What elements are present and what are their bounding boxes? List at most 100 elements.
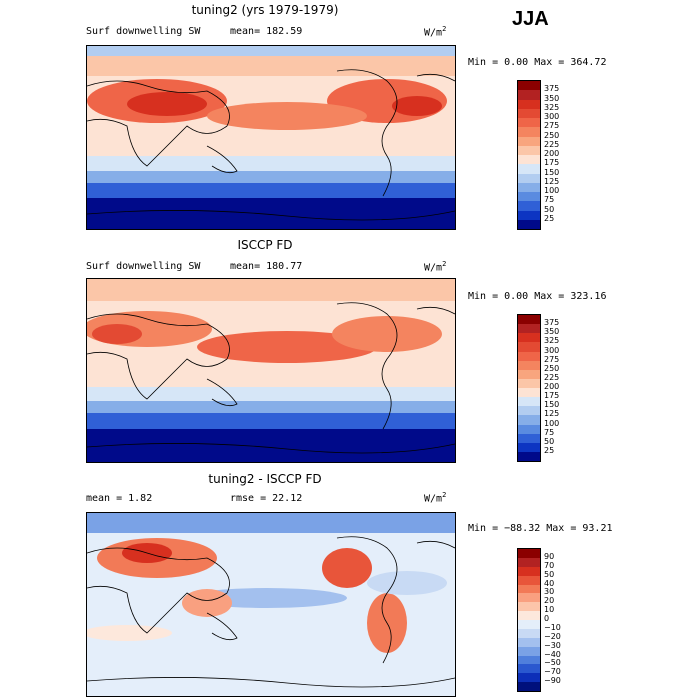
panel2-variable-label: Surf downwelling SW bbox=[86, 261, 201, 272]
panel3-minmax: Min = −88.32 Max = 93.21 bbox=[468, 523, 613, 534]
panel2-title: ISCCP FD bbox=[237, 238, 293, 252]
colorbar-swatch bbox=[518, 360, 540, 370]
colorbar-swatch bbox=[518, 415, 540, 425]
colorbar-swatch bbox=[518, 637, 540, 647]
colorbar-tick-label: 100 bbox=[544, 418, 560, 428]
colorbar-swatch bbox=[518, 557, 540, 567]
colorbar-tick-label: 0 bbox=[544, 614, 550, 623]
colorbar-tick-label: 50 bbox=[544, 436, 555, 446]
colorbar-swatch bbox=[518, 406, 540, 416]
colorbar-tick-label: 10 bbox=[544, 605, 555, 615]
colorbar-tick-label: 150 bbox=[544, 400, 560, 410]
colorbar-tick-label: 125 bbox=[544, 176, 560, 186]
colorbar-tick-label: 30 bbox=[544, 587, 555, 597]
colorbar-swatch bbox=[518, 673, 540, 683]
season-label: JJA bbox=[512, 8, 549, 30]
colorbar-swatch bbox=[518, 164, 540, 174]
colorbar-tick-label: 25 bbox=[544, 445, 555, 455]
colorbar-swatch bbox=[518, 90, 540, 100]
panel2-minmax: Min = 0.00 Max = 323.16 bbox=[468, 291, 607, 302]
colorbar-swatch bbox=[518, 99, 540, 109]
panel3-units: W/m2 bbox=[424, 491, 447, 505]
colorbar-tick-label: −40 bbox=[544, 649, 561, 659]
colorbar-swatch bbox=[518, 201, 540, 211]
colorbar-tick-label: 325 bbox=[544, 102, 560, 112]
colorbar-tick-label: 175 bbox=[544, 391, 560, 401]
colorbar-tick-label: 150 bbox=[544, 167, 560, 177]
colorbar-swatch bbox=[518, 324, 540, 334]
colorbar-swatch bbox=[518, 620, 540, 629]
colorbar-swatch bbox=[518, 664, 540, 674]
colorbar-swatch bbox=[518, 433, 540, 443]
panel3-rmse-label: rmse = 22.12 bbox=[230, 493, 303, 504]
colorbar-swatch bbox=[518, 108, 540, 118]
colorbar-swatch bbox=[518, 611, 540, 620]
colorbar-tick-label: 75 bbox=[544, 195, 555, 205]
colorbar-tick-label: 250 bbox=[544, 363, 560, 373]
colorbar-tick-label: 350 bbox=[544, 93, 560, 103]
colorbar-tick-label: 200 bbox=[544, 149, 560, 158]
colorbar-swatch bbox=[518, 351, 540, 361]
colorbar-swatch bbox=[518, 219, 540, 229]
panel1-mean-label: mean= 182.59 bbox=[230, 26, 303, 37]
colorbar-swatch bbox=[518, 342, 540, 352]
colorbar-swatch bbox=[518, 145, 540, 155]
panel2-colorbar bbox=[517, 314, 541, 462]
colorbar-swatch bbox=[518, 118, 540, 128]
panel3-colorbar bbox=[517, 548, 541, 692]
colorbar-tick-label: 125 bbox=[544, 409, 560, 419]
colorbar-swatch bbox=[518, 646, 540, 656]
colorbar-tick-label: −30 bbox=[544, 640, 561, 650]
panel1-units: W/m2 bbox=[424, 25, 447, 39]
colorbar-tick-label: 325 bbox=[544, 336, 560, 346]
colorbar-tick-label: −10 bbox=[544, 622, 561, 632]
colorbar-swatch bbox=[518, 566, 540, 576]
colorbar-swatch bbox=[518, 655, 540, 665]
colorbar-swatch bbox=[518, 182, 540, 192]
colorbar-swatch bbox=[518, 397, 540, 407]
panel2-mean-label: mean= 180.77 bbox=[230, 261, 303, 272]
colorbar-swatch bbox=[518, 210, 540, 220]
colorbar-tick-label: 275 bbox=[544, 354, 560, 364]
colorbar-tick-label: 70 bbox=[544, 560, 555, 570]
colorbar-swatch bbox=[518, 369, 540, 379]
colorbar-tick-label: 375 bbox=[544, 318, 560, 328]
colorbar-tick-label: 350 bbox=[544, 327, 560, 337]
colorbar-tick-label: 40 bbox=[544, 578, 555, 588]
colorbar-swatch bbox=[518, 424, 540, 434]
panel1-minmax: Min = 0.00 Max = 364.72 bbox=[468, 57, 607, 68]
panel1-colorbar bbox=[517, 80, 541, 230]
colorbar-tick-label: 25 bbox=[544, 213, 555, 223]
colorbar-tick-label: 75 bbox=[544, 427, 555, 437]
colorbar-tick-label: 90 bbox=[544, 551, 555, 561]
colorbar-swatch bbox=[518, 136, 540, 146]
panel2-units: W/m2 bbox=[424, 260, 447, 274]
colorbar-swatch bbox=[518, 388, 540, 398]
panel3-mean-label: mean = 1.82 bbox=[86, 493, 153, 504]
colorbar-tick-label: 50 bbox=[544, 569, 555, 579]
panel1-title: tuning2 (yrs 1979-1979) bbox=[191, 3, 339, 17]
colorbar-swatch bbox=[518, 602, 540, 612]
colorbar-tick-label: 275 bbox=[544, 121, 560, 131]
colorbar-swatch bbox=[518, 81, 540, 91]
colorbar-tick-label: −90 bbox=[544, 676, 561, 686]
colorbar-tick-label: −20 bbox=[544, 631, 561, 641]
colorbar-tick-label: −50 bbox=[544, 658, 561, 668]
colorbar-swatch bbox=[518, 549, 540, 558]
colorbar-tick-label: −70 bbox=[544, 667, 561, 677]
colorbar-swatch bbox=[518, 575, 540, 585]
colorbar-tick-label: 300 bbox=[544, 112, 560, 121]
colorbar-swatch bbox=[518, 682, 540, 691]
colorbar-swatch bbox=[518, 155, 540, 165]
panel3-map bbox=[86, 512, 456, 697]
panel3-title: tuning2 - ISCCP FD bbox=[208, 472, 322, 486]
colorbar-swatch bbox=[518, 192, 540, 202]
colorbar-swatch bbox=[518, 593, 540, 603]
colorbar-tick-label: 375 bbox=[544, 84, 560, 94]
panel1-variable-label: Surf downwelling SW bbox=[86, 26, 201, 37]
colorbar-tick-label: 200 bbox=[544, 382, 560, 391]
colorbar-tick-label: 300 bbox=[544, 345, 560, 355]
colorbar-swatch bbox=[518, 127, 540, 137]
colorbar-tick-label: 100 bbox=[544, 186, 560, 195]
colorbar-swatch bbox=[518, 442, 540, 452]
